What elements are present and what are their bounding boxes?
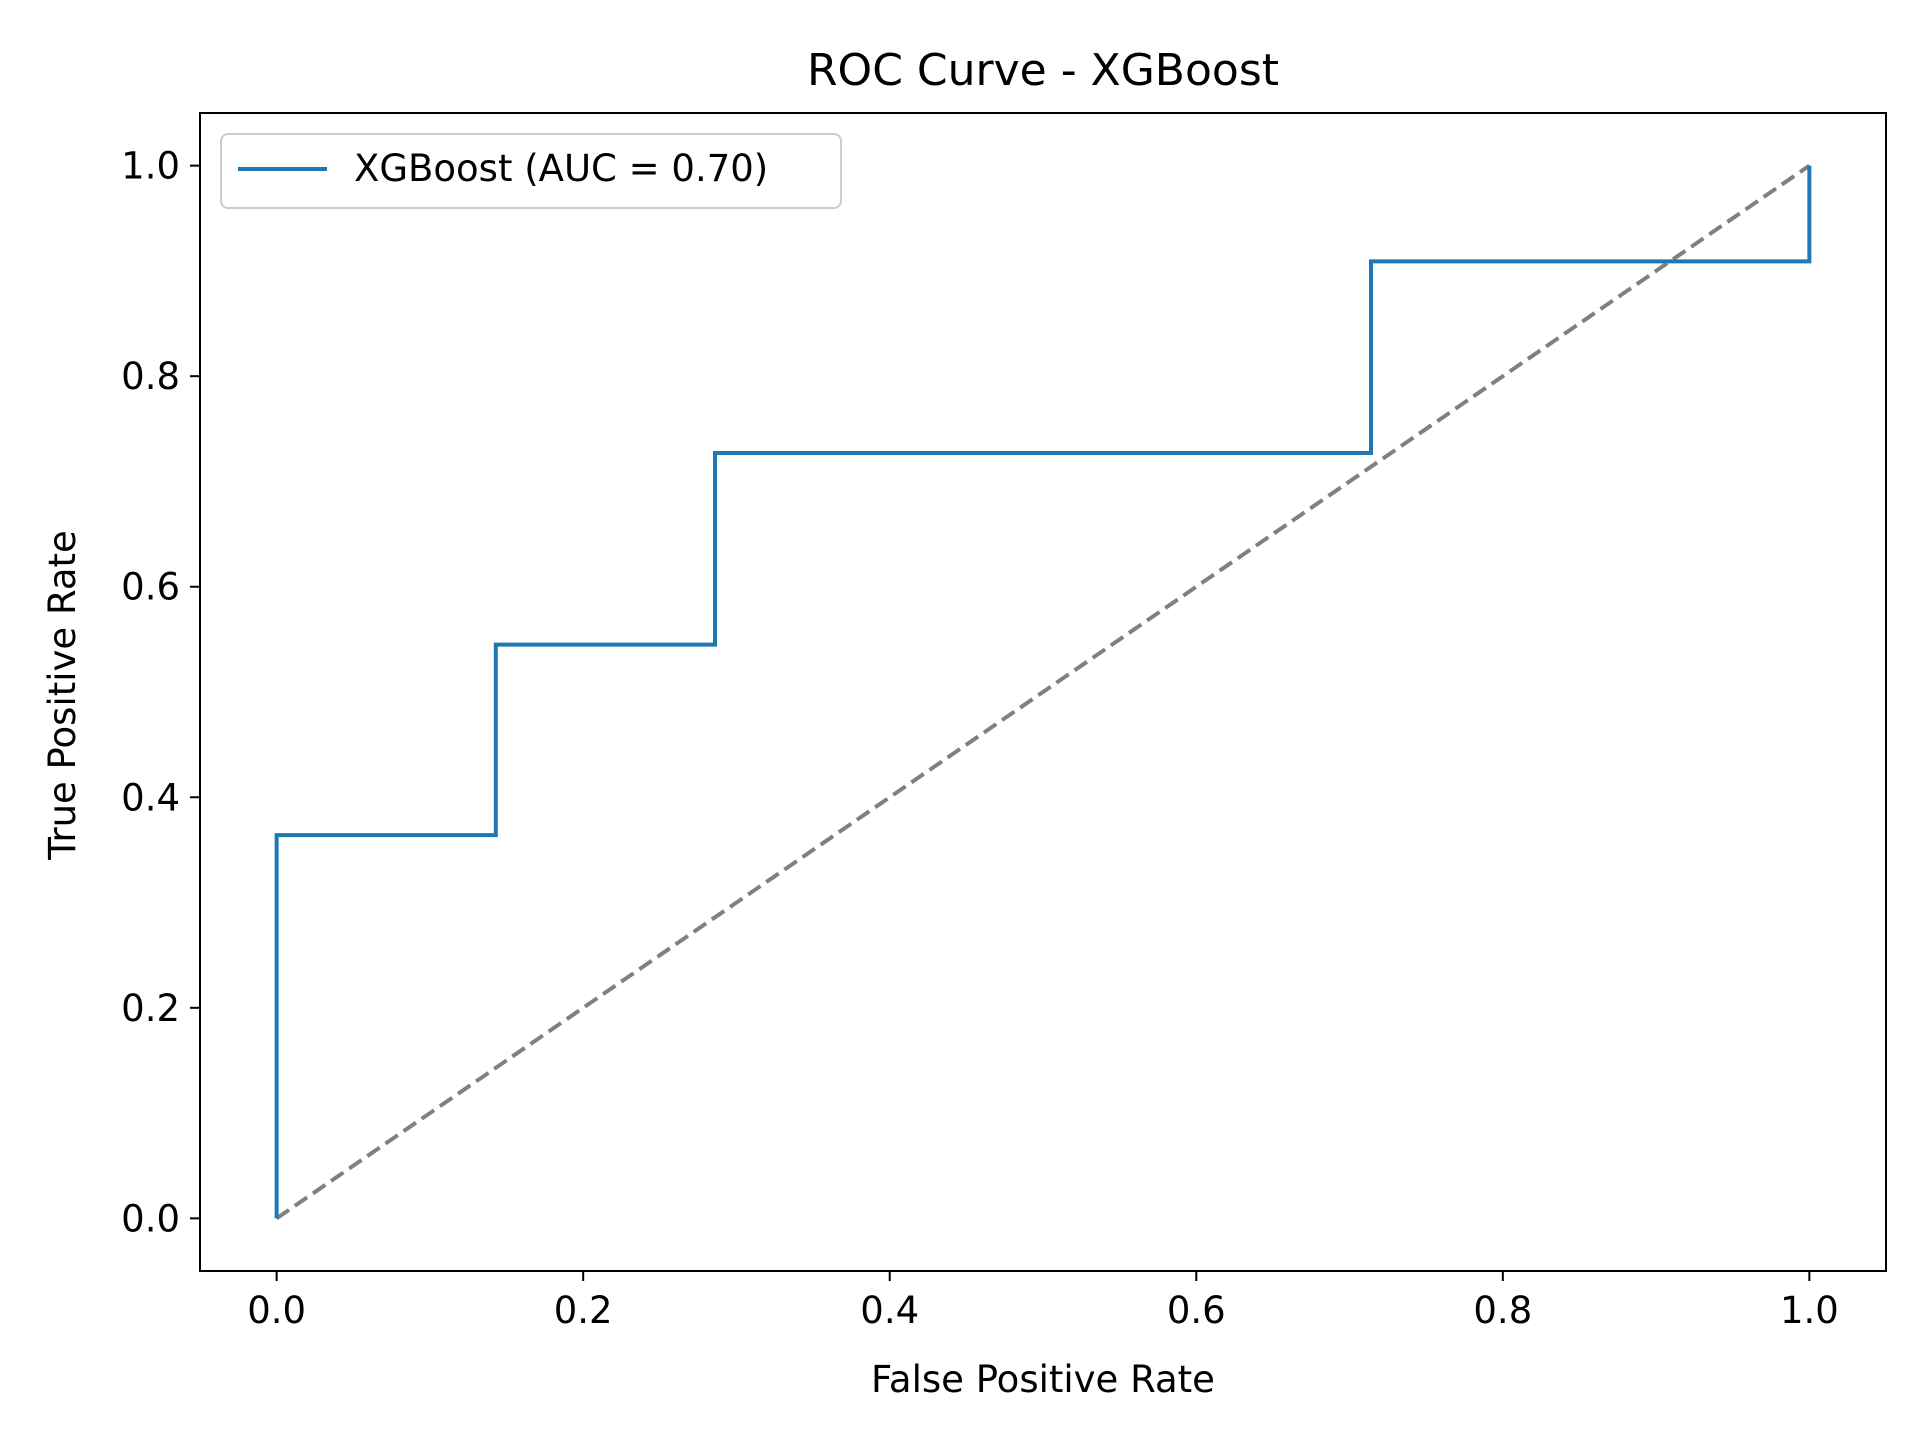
legend-box [220,133,842,209]
x-tick-label: 0.6 [1167,1289,1226,1332]
y-tick-label: 0.6 [121,566,180,609]
y-tick-label: 1.0 [121,145,180,188]
x-tick-label: 0.8 [1473,1289,1532,1332]
plot-area-frame [199,112,1887,1272]
chart-title: ROC Curve - XGBoost [807,45,1279,96]
legend-label: XGBoost (AUC = 0.70) [354,147,768,190]
chance-diagonal-line [275,163,1811,1221]
x-axis-label: False Positive Rate [871,1358,1215,1401]
y-axis-ticks: 0.0 0.2 0.4 0.6 0.8 1.0 [121,145,200,1240]
series-layer [274,163,1812,1221]
y-axis-label: True Positive Rate [41,530,84,861]
y-tick-label: 0.0 [121,1197,180,1240]
x-tick-label: 0.4 [860,1289,919,1332]
x-tick-label: 0.0 [247,1289,306,1332]
y-tick-label: 0.8 [121,355,180,398]
x-axis-ticks: 0.0 0.2 0.4 0.6 0.8 1.0 [247,1271,1839,1332]
y-tick-label: 0.4 [121,776,180,819]
roc-curve-line [274,165,1812,1219]
legend: XGBoost (AUC = 0.70) [220,133,842,209]
x-tick-label: 0.2 [554,1289,613,1332]
x-tick-label: 1.0 [1780,1289,1839,1332]
y-tick-label: 0.2 [121,987,180,1030]
